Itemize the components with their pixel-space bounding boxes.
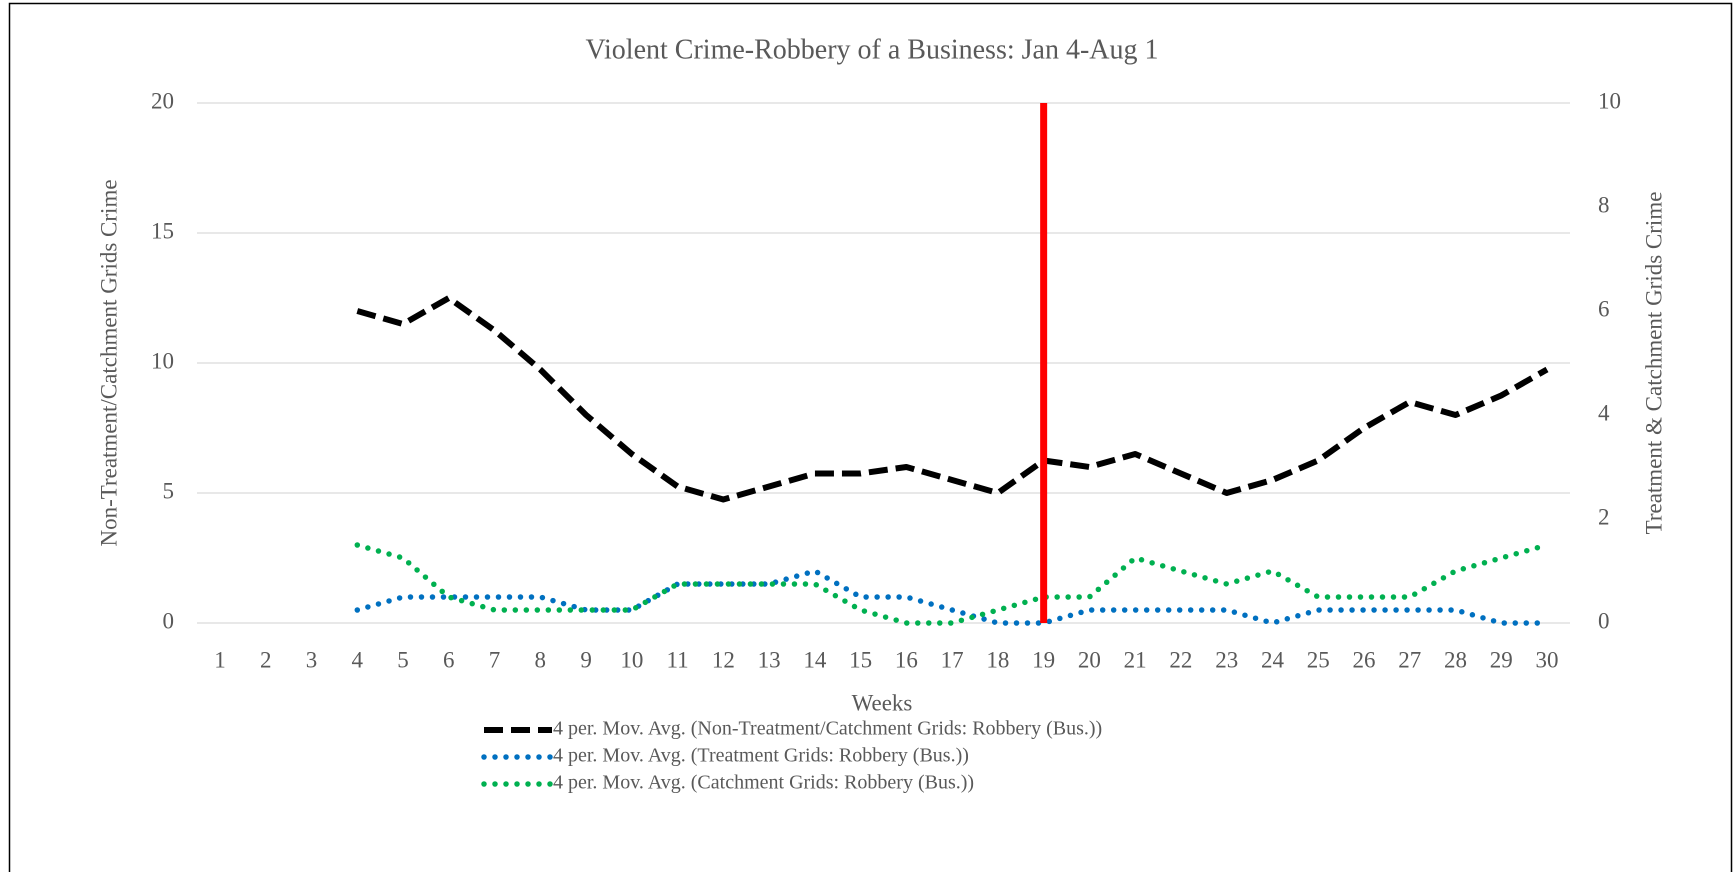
y2-tick-label: 6 — [1598, 296, 1610, 321]
x-tick-label: 12 — [712, 647, 735, 672]
y-tick-label: 10 — [151, 348, 174, 373]
x-tick-label: 2 — [260, 647, 272, 672]
y2-tick-label: 2 — [1598, 504, 1610, 529]
y-axis-title: Non-Treatment/Catchment Grids Crime — [96, 179, 121, 546]
y-tick-label: 0 — [163, 608, 175, 633]
legend-label: 4 per. Mov. Avg. (Non-Treatment/Catchmen… — [553, 718, 1102, 740]
x-tick-label: 29 — [1490, 647, 1513, 672]
x-tick-label: 26 — [1352, 647, 1375, 672]
y2-tick-label: 10 — [1598, 88, 1621, 113]
x-tick-label: 14 — [803, 647, 827, 672]
x-tick-label: 22 — [1169, 647, 1192, 672]
x-tick-label: 4 — [352, 647, 364, 672]
chart-border — [8, 2, 1733, 872]
x-tick-label: 11 — [667, 647, 689, 672]
x-tick-label: 5 — [397, 647, 409, 672]
y2-tick-label: 8 — [1598, 192, 1610, 217]
x-tick-label: 20 — [1078, 647, 1101, 672]
legend-label: 4 per. Mov. Avg. (Treatment Grids: Robbe… — [553, 745, 969, 767]
x-tick-label: 28 — [1444, 647, 1467, 672]
x-tick-label: 23 — [1215, 647, 1238, 672]
chart-title: Violent Crime-Robbery of a Business: Jan… — [585, 34, 1158, 65]
series-line — [354, 568, 1550, 626]
x-tick-label: 9 — [580, 647, 592, 672]
x-tick-label: 18 — [986, 647, 1009, 672]
x-tick-label: 24 — [1261, 647, 1285, 672]
y2-tick-label: 0 — [1598, 608, 1610, 633]
x-tick-label: 27 — [1398, 647, 1421, 672]
x-tick-label: 25 — [1307, 647, 1330, 672]
y2-tick-label: 4 — [1598, 400, 1610, 425]
legend-label: 4 per. Mov. Avg. (Catchment Grids: Robbe… — [553, 772, 974, 794]
x-tick-label: 6 — [443, 647, 455, 672]
x-axis-title: Weeks — [852, 690, 913, 715]
x-tick-label: 3 — [306, 647, 318, 672]
x-tick-label: 30 — [1536, 647, 1559, 672]
y-tick-label: 20 — [151, 88, 174, 113]
x-tick-label: 7 — [489, 647, 501, 672]
x-tick-label: 10 — [620, 647, 643, 672]
series-line — [354, 542, 1550, 626]
x-tick-label: 19 — [1032, 647, 1055, 672]
x-tick-label: 21 — [1124, 647, 1147, 672]
y-tick-label: 5 — [163, 478, 175, 503]
y-tick-label: 15 — [151, 218, 174, 243]
x-tick-label: 13 — [758, 647, 781, 672]
x-tick-label: 15 — [849, 647, 872, 672]
x-tick-label: 1 — [214, 647, 226, 672]
x-tick-label: 8 — [535, 647, 547, 672]
x-tick-label: 16 — [895, 647, 918, 672]
y2-axis-title: Treatment & Catchment Grids Crime — [1641, 192, 1666, 535]
x-tick-label: 17 — [941, 647, 964, 672]
series-line — [356, 295, 1549, 503]
